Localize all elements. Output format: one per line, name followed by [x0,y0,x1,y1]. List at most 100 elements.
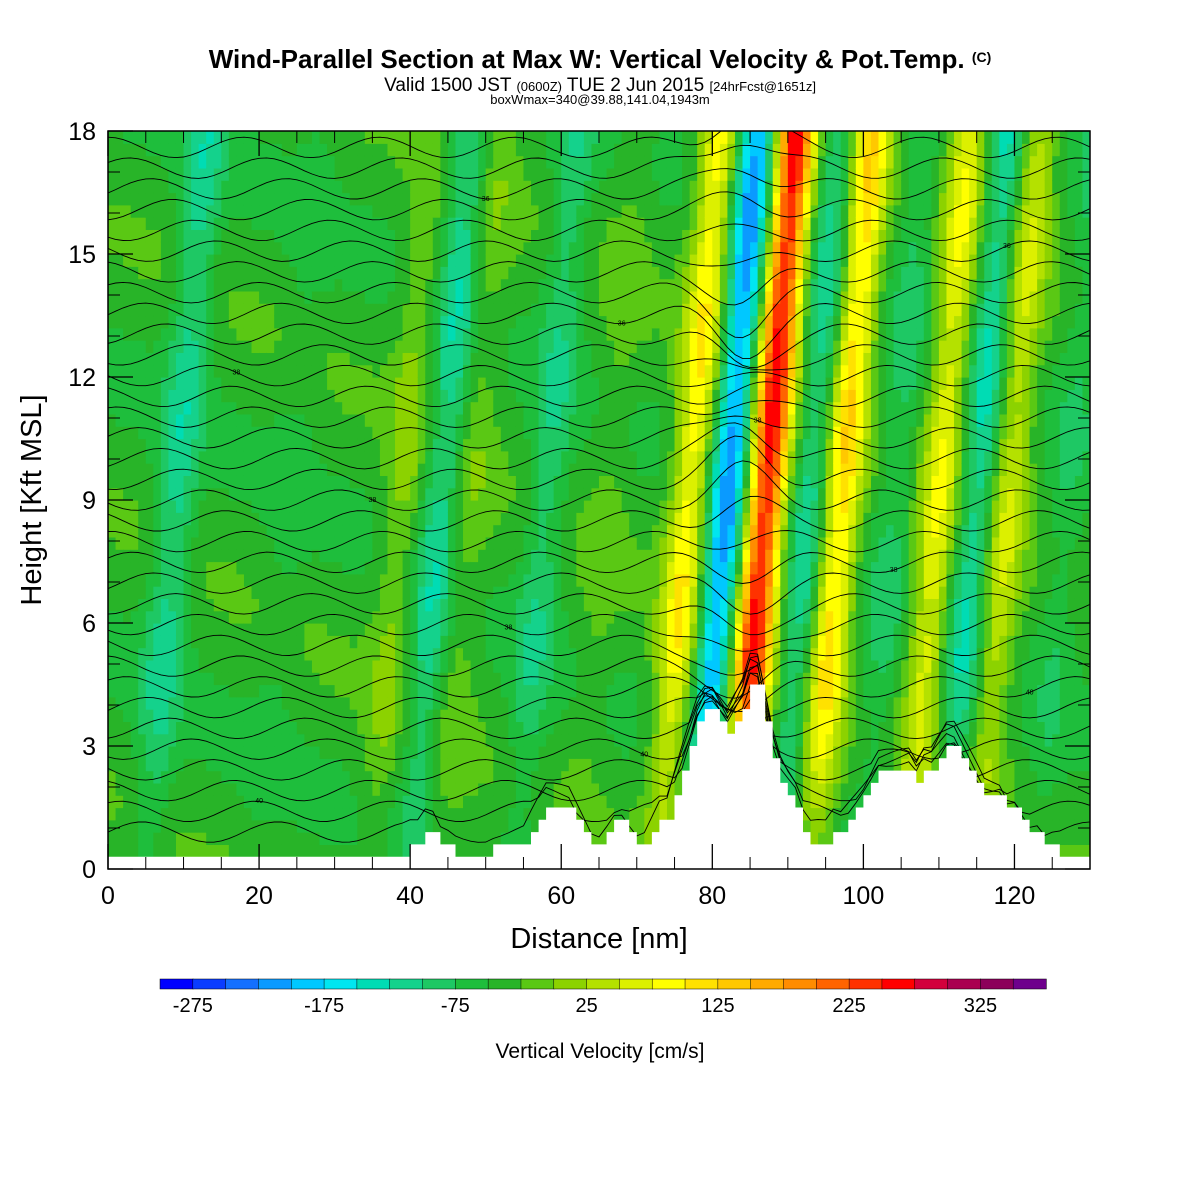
velocity-cell [425,647,434,661]
velocity-cell [372,315,381,329]
velocity-cell [198,290,207,304]
velocity-cell [274,217,283,230]
velocity-cell [606,795,615,809]
velocity-cell [561,340,570,353]
velocity-cell [274,278,283,292]
velocity-cell [296,635,305,649]
velocity-cell [266,192,275,206]
velocity-cell [599,254,608,267]
velocity-cell [145,623,154,636]
velocity-cell [629,389,638,403]
velocity-cell [191,795,200,809]
velocity-cell [538,290,547,304]
velocity-cell [493,549,502,563]
velocity-cell [364,217,373,230]
velocity-cell [727,561,736,575]
velocity-cell [485,500,494,513]
velocity-cell [387,401,396,415]
velocity-cell [138,192,147,206]
velocity-cell [357,598,366,612]
velocity-cell [311,807,321,821]
velocity-cell [138,500,147,513]
velocity-cell [130,229,139,243]
velocity-cell [281,487,290,501]
velocity-cell [644,709,653,722]
velocity-cell [319,290,328,304]
velocity-cell [175,143,185,157]
velocity-cell [243,733,253,747]
velocity-cell [357,450,366,464]
velocity-cell [379,303,389,317]
velocity-cell [689,512,698,526]
velocity-cell [228,254,238,267]
velocity-cell [349,389,358,403]
velocity-cell [591,832,600,845]
velocity-cell [493,377,502,390]
velocity-cell [402,635,411,649]
velocity-cell [682,327,691,341]
velocity-cell [175,327,185,341]
velocity-cell [175,500,185,513]
velocity-cell [274,524,283,538]
velocity-cell [191,623,200,636]
velocity-cell [395,733,404,747]
velocity-cell [395,352,404,366]
velocity-cell [296,327,305,341]
velocity-cell [191,389,200,403]
velocity-cell [274,303,283,317]
velocity-cell [296,131,305,144]
velocity-cell [666,500,676,513]
velocity-cell [251,561,260,575]
velocity-cell [546,573,555,587]
velocity-cell [682,290,691,304]
velocity-cell [478,487,487,501]
velocity-cell [463,610,472,624]
velocity-cell [213,303,222,317]
velocity-cell [576,389,585,403]
velocity-cell [651,524,661,538]
velocity-cell [138,549,147,563]
velocity-cell [463,475,472,489]
velocity-cell [402,426,411,440]
velocity-cell [206,672,215,686]
velocity-cell [674,143,683,157]
velocity-cell [228,426,238,440]
velocity-cell [236,610,245,624]
velocity-cell [123,426,132,440]
velocity-cell [266,819,275,833]
velocity-cell [108,290,117,304]
velocity-cell [296,586,305,599]
velocity-cell [606,192,615,206]
velocity-cell [259,733,268,747]
velocity-cell [508,315,517,329]
velocity-cell [576,278,585,292]
velocity-cell [357,131,366,144]
velocity-cell [478,303,487,317]
velocity-cell [553,389,562,403]
velocity-cell [583,254,593,267]
velocity-cell [712,500,721,513]
velocity-cell [304,573,313,587]
velocity-cell [606,266,615,280]
velocity-cell [206,500,215,513]
velocity-cell [259,561,268,575]
velocity-cell [515,241,525,255]
velocity-cell [206,192,215,206]
velocity-cell [160,143,170,157]
velocity-cell [175,623,185,636]
velocity-cell [289,832,298,845]
velocity-cell [682,647,691,661]
velocity-cell [666,623,676,636]
velocity-cell [463,290,472,304]
velocity-cell [432,610,441,624]
velocity-cell [538,770,547,784]
velocity-cell [153,758,162,772]
velocity-cell [402,598,411,612]
velocity-cell [108,278,117,292]
velocity-cell [221,327,230,341]
velocity-cell [206,401,215,415]
velocity-cell [508,340,517,353]
velocity-cell [493,131,502,144]
velocity-cell [447,229,457,243]
velocity-cell [523,438,532,452]
